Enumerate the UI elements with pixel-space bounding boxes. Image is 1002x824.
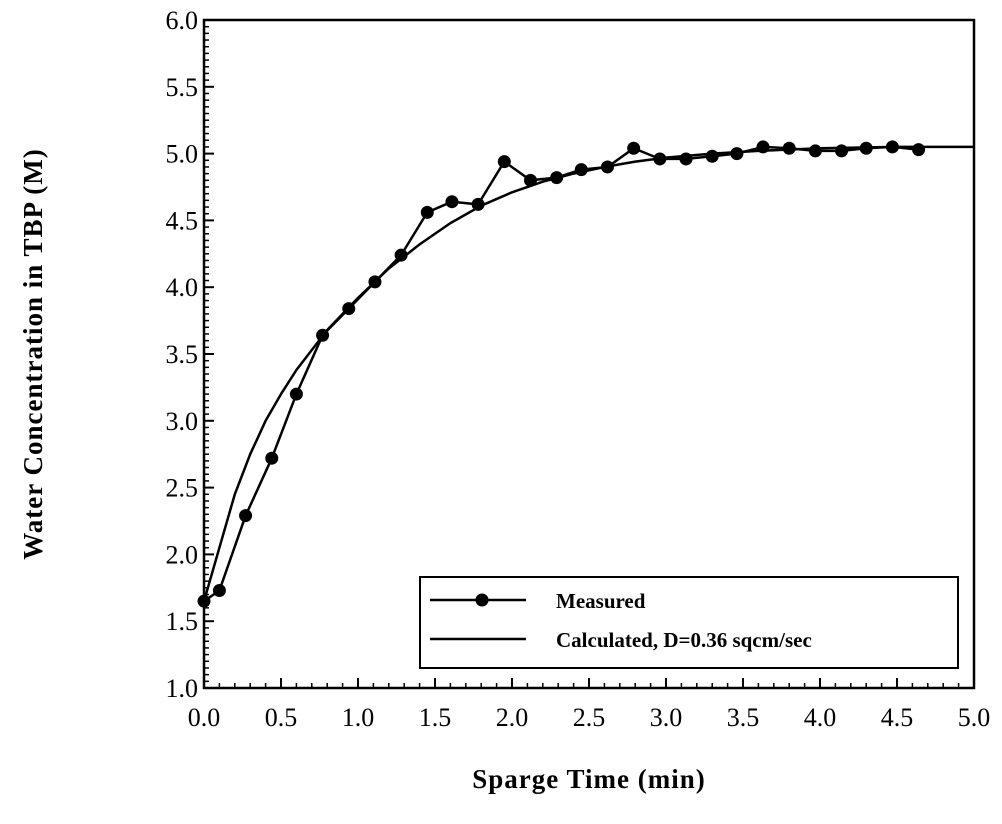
x-tick-label: 0.5 <box>265 703 298 732</box>
measured-data-point <box>394 248 408 262</box>
series-layer <box>197 140 974 608</box>
legend-calculated-label: Calculated, D=0.36 sqcm/sec <box>556 628 812 652</box>
x-tick-label: 1.5 <box>419 703 452 732</box>
measured-data-point <box>265 451 279 465</box>
measured-series-line <box>203 145 919 603</box>
axis-ticks <box>203 19 975 689</box>
y-tick-label: 5.5 <box>166 73 199 102</box>
legend-box <box>419 576 959 669</box>
y-tick-label: 4.0 <box>166 273 199 302</box>
legend: Measured Calculated, D=0.36 sqcm/sec <box>419 576 959 669</box>
y-tick-label: 5.0 <box>166 140 199 169</box>
measured-data-point <box>730 147 744 161</box>
tick-labels: 0.0 0.5 1.0 1.5 2.0 2.5 3.0 3.5 4.0 4.5 5.0 1.0 1.5 2… <box>166 6 991 732</box>
measured-data-point <box>212 583 226 597</box>
y-axis-title: Water Concentration in TBP (M) <box>18 148 48 559</box>
y-tick-label: 6.0 <box>166 6 199 35</box>
x-tick-label: 1.0 <box>342 703 375 732</box>
x-tick-label: 0.0 <box>188 703 221 732</box>
measured-data-point <box>497 155 511 169</box>
y-tick-label: 3.5 <box>166 340 199 369</box>
x-axis-title: Sparge Time (min) <box>472 764 706 794</box>
y-tick-label: 2.0 <box>166 540 199 569</box>
x-tick-label: 2.0 <box>496 703 529 732</box>
legend-measured-label: Measured <box>556 589 646 613</box>
x-tick-label: 3.5 <box>727 703 760 732</box>
x-tick-label: 5.0 <box>958 703 991 732</box>
x-tick-label: 4.0 <box>804 703 837 732</box>
measured-data-point <box>420 205 434 219</box>
y-tick-label: 3.0 <box>166 407 199 436</box>
y-tick-label: 1.0 <box>166 674 199 703</box>
x-tick-label: 4.5 <box>881 703 914 732</box>
x-tick-label: 2.5 <box>573 703 606 732</box>
calculated-series-line <box>202 145 974 602</box>
measured-data-point <box>627 141 641 155</box>
measured-data-point <box>782 141 796 155</box>
x-tick-label: 3.0 <box>650 703 683 732</box>
legend-measured-marker <box>475 593 489 607</box>
measured-data-point <box>912 143 926 157</box>
measured-data-point <box>445 195 459 209</box>
y-tick-label: 1.5 <box>166 607 199 636</box>
measured-data-point <box>808 144 822 158</box>
measured-data-point <box>239 509 253 523</box>
measured-data-point <box>471 197 485 211</box>
measured-data-point <box>289 387 303 401</box>
y-tick-label: 2.5 <box>166 474 199 503</box>
measured-data-point <box>705 149 719 163</box>
measured-data-point <box>835 144 849 158</box>
y-tick-label: 4.5 <box>166 206 199 235</box>
